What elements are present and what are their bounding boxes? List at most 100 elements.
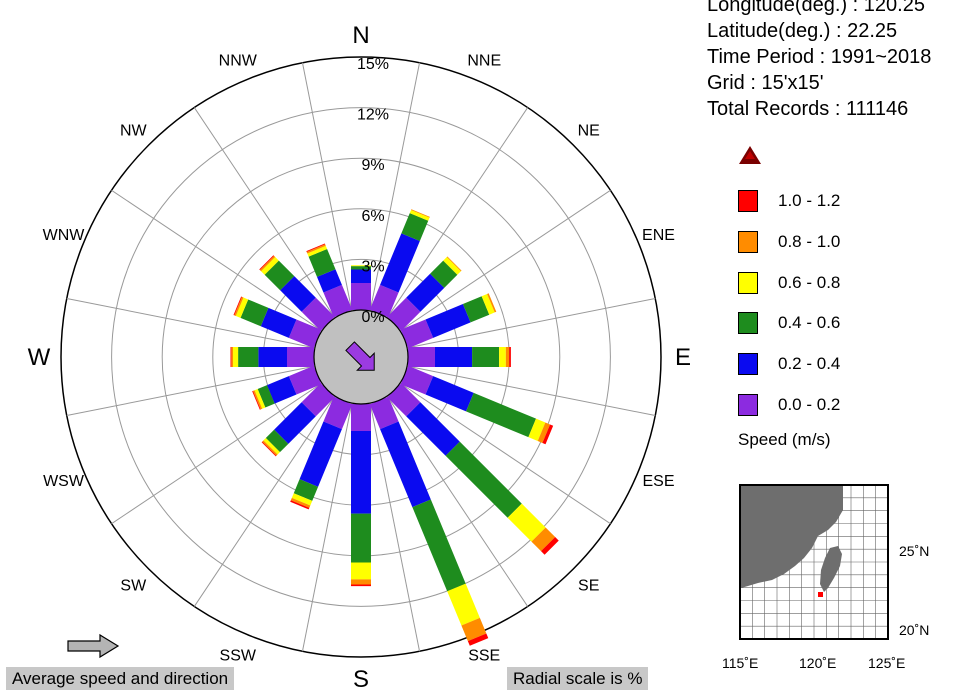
- rose-bar-ENE-bin-0: [400, 319, 434, 349]
- rose-bar-WNW-bin-1: [260, 307, 297, 338]
- mean-vector-arrow: [345, 341, 375, 371]
- rose-bar-NE-bin-4: [446, 256, 462, 272]
- rose-bar-NNW-bin-2: [308, 248, 336, 277]
- rose-bar-SSW-bin-2: [293, 479, 319, 501]
- spoke-line: [399, 189, 611, 332]
- rose-bar-W-bin-2: [238, 347, 259, 367]
- rose-bar-NW-bin-1: [280, 276, 316, 312]
- rose-bar-WSW-bin-5: [252, 390, 261, 410]
- spoke-line: [369, 402, 421, 652]
- longitude-text: Longitude(deg.) : 120.25: [707, 0, 925, 16]
- radial-label: 0%: [361, 309, 384, 326]
- direction-label-SW: SW: [120, 578, 147, 595]
- rose-bar-SSW-bin-3: [291, 493, 313, 506]
- total-records-text: Total Records : 111146: [707, 98, 909, 120]
- rose-bar-SE-bin-2: [445, 441, 522, 518]
- legend-label: 0.2 - 0.4: [778, 354, 841, 373]
- radial-label: 6%: [361, 208, 384, 225]
- location-inset-map: 25˚N 20˚N 115˚E 120˚E 125˚E: [722, 484, 929, 671]
- average-speed-direction-label: Average speed and direction: [6, 667, 235, 690]
- rose-bar-WSW-bin-0: [288, 365, 322, 395]
- rose-bar-ESE-bin-3: [528, 418, 546, 442]
- rose-grid: [60, 56, 662, 658]
- rose-bar-NW-bin-3: [261, 257, 279, 275]
- direction-label-ENE: ENE: [642, 227, 675, 244]
- direction-label-WSW: WSW: [43, 473, 85, 490]
- spoke-line: [193, 395, 336, 607]
- rose-bar-E-bin-0: [408, 347, 435, 367]
- legend-label: 0.6 - 0.8: [778, 273, 841, 292]
- rose-bar-WSW-bin-3: [254, 388, 266, 409]
- radial-label: 12%: [357, 107, 389, 124]
- radial-label: 9%: [361, 157, 384, 174]
- rose-bar-ESE-bin-4: [537, 422, 551, 443]
- spoke-line: [66, 297, 316, 349]
- direction-label-SSW: SSW: [220, 647, 257, 664]
- rose-bar-W-bin-4: [231, 347, 234, 367]
- rose-labels: 0% 3% 6% 9% 12% 15% N NNE NE ENE E ESE SE SSE S SSW SW WS…: [28, 22, 691, 693]
- direction-label-ESE: ESE: [642, 473, 674, 490]
- rose-bar-WSW-bin-2: [257, 385, 275, 408]
- legend-item: 0.0 - 0.2: [738, 394, 938, 416]
- station-info: Longitude(deg.) : 120.25 Latitude(deg.) …: [707, 0, 931, 122]
- rose-bar-ENE-bin-3: [481, 293, 495, 315]
- rose-bar-SE-bin-3: [507, 503, 546, 542]
- legend-swatch: [738, 353, 758, 375]
- spoke-line: [386, 395, 529, 607]
- rose-bar-WNW-bin-5: [233, 296, 242, 316]
- rose-bar-SSE-bin-2: [412, 499, 466, 592]
- spoke-line: [406, 297, 656, 349]
- spoke-line: [369, 62, 421, 312]
- legend-label: 0.4 - 0.6: [778, 313, 841, 332]
- rose-bar-WNW-bin-4: [234, 296, 244, 316]
- rose-bar-NW-bin-4: [259, 255, 276, 272]
- rose-bar-SSW-bin-4: [290, 497, 311, 508]
- legend-item: 0.2 - 0.4: [738, 353, 938, 375]
- rose-bar-S-bin-2: [351, 513, 371, 563]
- rose-bar-W-bin-3: [233, 347, 239, 367]
- average-arrow-icon: [67, 633, 120, 659]
- rose-bar-SE-bin-0: [387, 383, 421, 417]
- radial-ring: [111, 107, 611, 607]
- rose-bar-NNW-bin-1: [316, 269, 342, 293]
- rose-bar-NNE-bin-1: [380, 233, 420, 293]
- rose-bar-NNE-bin-3: [409, 210, 430, 221]
- direction-label-WNW: WNW: [43, 227, 86, 244]
- rose-bar-S-bin-1: [351, 430, 371, 514]
- legend-item: 0.4 - 0.6: [738, 312, 938, 334]
- rose-bar-E-bin-1: [434, 347, 473, 367]
- rose-bar-ENE-bin-2: [462, 296, 490, 323]
- rose-bar-SSW-bin-5: [290, 500, 310, 510]
- rose-bar-NW-bin-2: [264, 260, 295, 291]
- spoke-line: [399, 382, 611, 525]
- latitude-text: Latitude(deg.) : 22.25: [707, 20, 898, 42]
- rose-bar-ESE-bin-2: [466, 392, 537, 438]
- direction-label-E: E: [675, 344, 691, 371]
- rose-bar-NNW-bin-0: [323, 284, 353, 318]
- wind-rose-chart: 0% 3% 6% 9% 12% 15% N NNE NE ENE E ESE SE SSE S SSW SW WS…: [28, 22, 691, 693]
- rose-bar-S-bin-5: [351, 584, 371, 587]
- rose-bar-WNW-bin-2: [240, 299, 269, 327]
- china-coast-landmass: [740, 485, 843, 588]
- legend-item: 0.8 - 1.0: [738, 231, 938, 253]
- rose-bar-W-bin-0: [287, 347, 314, 367]
- rose-bar-N-bin-1: [351, 269, 371, 284]
- speed-unit-label: Speed (m/s): [738, 430, 831, 449]
- direction-label-SSE: SSE: [468, 647, 500, 664]
- rose-bar-E-bin-3: [499, 347, 506, 367]
- rose-bar-NE-bin-3: [443, 257, 461, 275]
- rose-bar-ESE-bin-0: [400, 365, 434, 395]
- rose-bar-SW-bin-1: [274, 402, 316, 444]
- rose-bar-S-bin-0: [351, 404, 371, 431]
- direction-label-S: S: [353, 666, 369, 693]
- rose-bar-NNE-bin-0: [369, 284, 399, 318]
- rose-bar-NNE-bin-4: [411, 209, 430, 218]
- direction-label-NNE: NNE: [467, 53, 501, 70]
- rose-bar-SSE-bin-0: [369, 396, 399, 430]
- legend-swatch: [738, 190, 758, 212]
- rose-bar-WSW-bin-1: [267, 376, 297, 404]
- grid-text: Grid : 15'x15': [707, 72, 824, 94]
- rose-bar-N-bin-3: [351, 265, 371, 267]
- spoke-line: [111, 382, 323, 525]
- radial-label: 15%: [357, 56, 389, 73]
